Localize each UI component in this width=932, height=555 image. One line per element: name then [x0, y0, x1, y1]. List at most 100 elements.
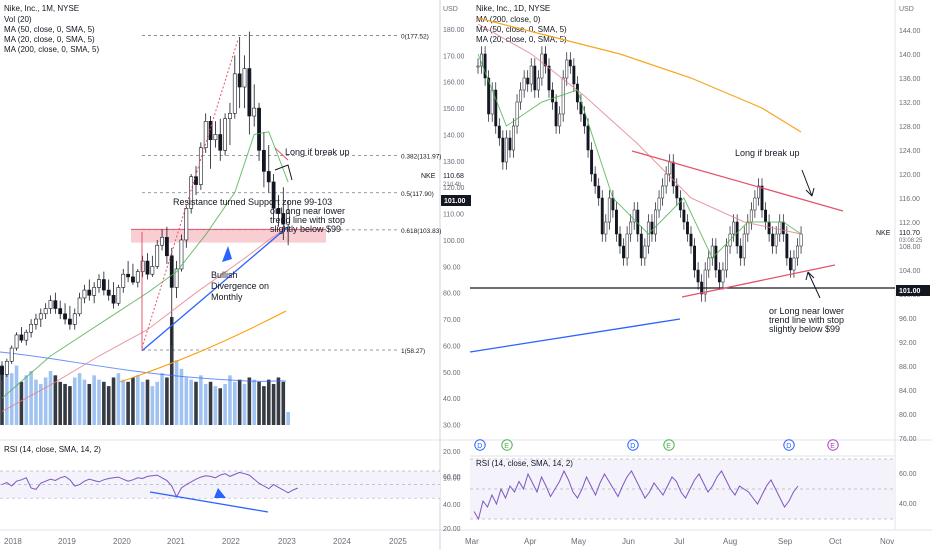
volume-ma-line: [0, 351, 287, 382]
volume-bar: [77, 373, 82, 425]
candle-body: [778, 221, 782, 235]
candle-body: [213, 134, 218, 141]
arrow-callout-left: [274, 164, 293, 181]
trendline-blue-left: [141, 226, 289, 352]
annotation-or-long-right[interactable]: trend line with stop: [769, 315, 844, 325]
candle-body: [116, 287, 121, 304]
legend-line: MA (200, close, 0, SMA, 5): [4, 45, 99, 54]
candle-body: [169, 255, 174, 288]
annotation-or-long-right[interactable]: or Long near lower: [769, 306, 844, 316]
candle-body: [490, 89, 494, 115]
price-tick-right: 84.00: [899, 388, 917, 395]
candle-body: [757, 185, 760, 199]
candle-body: [554, 101, 558, 127]
candle-body: [799, 233, 803, 247]
rsi-line-left: [1, 471, 298, 498]
candle-body: [165, 237, 169, 257]
event-marker: [627, 439, 639, 451]
annotation-or-long-left[interactable]: trend line with stop: [270, 215, 345, 225]
candle-body: [228, 113, 232, 119]
countdown-right: 03:08:25: [899, 238, 923, 244]
volume-bar: [9, 373, 14, 425]
candle-body: [654, 209, 657, 235]
right-candles[interactable]: [476, 46, 803, 302]
volume-bar: [262, 386, 266, 425]
event-marker-label: E: [504, 443, 509, 450]
price-tick-left: 80.00: [443, 291, 461, 298]
time-tick-left: 2020: [113, 537, 131, 546]
candle-body: [725, 245, 728, 271]
price-tick-right: 80.00: [899, 412, 917, 419]
candle-body: [501, 137, 505, 163]
left-candles[interactable]: [0, 31, 291, 380]
candle-body: [68, 318, 72, 325]
candle-body: [77, 297, 82, 315]
candle-body: [82, 289, 87, 299]
volume-bar: [150, 386, 155, 425]
candle-body: [593, 173, 597, 187]
candle-body: [675, 185, 679, 199]
candle-body: [266, 171, 271, 183]
candle-body: [0, 366, 4, 375]
candle-body: [600, 197, 604, 235]
volume-bar: [63, 383, 67, 425]
price-tick-left: 10.00: [443, 475, 461, 482]
candle-body: [611, 197, 615, 211]
price-tick-left: 20.00: [443, 449, 461, 456]
price-tick-left: 160.00: [443, 80, 465, 87]
candle-body: [145, 260, 150, 275]
volume-bar: [102, 381, 106, 425]
candle-body: [764, 209, 767, 223]
fib-level-label: 1(58.27): [401, 348, 425, 355]
candle-body: [508, 137, 512, 151]
candle-body: [483, 53, 487, 79]
annotation-divergence[interactable]: Bullish: [211, 270, 238, 280]
rsi-tick-left: 20.00: [443, 526, 461, 533]
annotation-or-long-right[interactable]: slightly below $99: [769, 324, 840, 334]
annotation-or-long-left[interactable]: slightly below $99: [270, 224, 341, 234]
price-tick-right: 108.00: [899, 244, 921, 251]
candle-body: [160, 237, 164, 246]
candle-body: [746, 221, 750, 235]
candle-body: [208, 120, 213, 141]
candle-body: [135, 271, 140, 283]
volume-bar: [111, 377, 116, 425]
price-tick-right: 124.00: [899, 148, 921, 155]
price-tick-left: 180.00: [443, 27, 465, 34]
annotation-long-break-left[interactable]: Long if break up: [285, 147, 350, 157]
candle-body: [252, 107, 257, 117]
volume-bar: [72, 377, 77, 425]
price-tick-right: 132.00: [899, 100, 921, 107]
time-tick-right: May: [571, 537, 586, 546]
rsi-label-right: RSI (14, close, SMA, 14, 2): [476, 459, 573, 468]
event-marker-label: D: [477, 443, 482, 450]
annotation-resistance-zone[interactable]: Resistance turned Support zone 99-103: [173, 197, 332, 207]
price-tick-left: 110.00: [443, 212, 464, 219]
annotation-divergence[interactable]: Divergence on: [211, 281, 269, 291]
volume-bar: [97, 379, 101, 425]
time-tick-left: 2021: [167, 537, 185, 546]
volume-bar: [145, 379, 150, 425]
volume-bar: [43, 377, 48, 425]
volume-bar: [29, 371, 33, 425]
level-label-right: 101.00: [899, 288, 921, 295]
event-marker: [501, 439, 513, 451]
annotation-divergence[interactable]: Monthly: [211, 292, 243, 302]
arrow-down-icon: [214, 488, 226, 498]
annotation-or-long-left[interactable]: or Long near lower: [270, 206, 345, 216]
volume-bar: [34, 379, 38, 425]
time-tick-left: 2023: [278, 537, 296, 546]
candle-body: [664, 173, 668, 187]
candle-body: [14, 334, 19, 349]
ma20-line-right: [477, 53, 802, 259]
volume-bar: [131, 377, 135, 425]
support-zone: [131, 229, 326, 243]
volume-bar: [0, 365, 4, 425]
volume-bar: [24, 375, 29, 425]
trendline-dotted-left: [141, 39, 239, 349]
volume-bar: [242, 383, 247, 425]
annotation-long-break-right[interactable]: Long if break up: [735, 148, 800, 158]
candle-body: [732, 221, 736, 235]
